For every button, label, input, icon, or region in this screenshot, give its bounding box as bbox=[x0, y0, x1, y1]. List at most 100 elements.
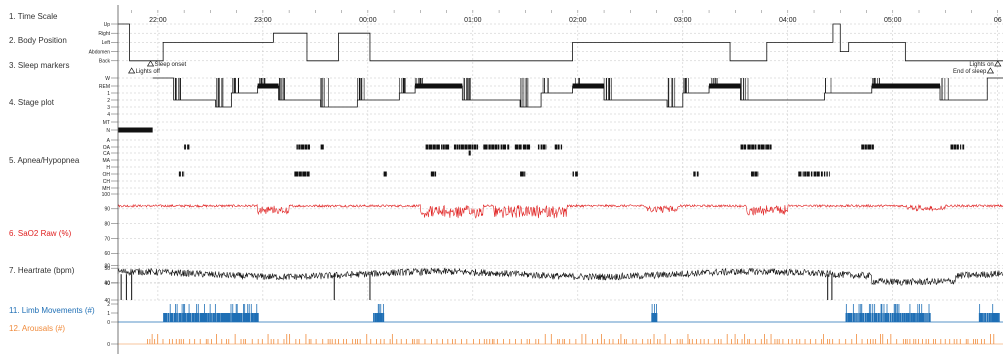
stage-level-1: 1 bbox=[107, 91, 110, 97]
event-level-ma: MA bbox=[103, 158, 111, 164]
limb-movement-mark bbox=[379, 313, 382, 322]
limb-movement-mark bbox=[224, 313, 226, 322]
stage-plot-trace bbox=[118, 77, 1003, 133]
limb-movement-mark bbox=[845, 313, 848, 322]
stage-level-n: N bbox=[106, 128, 110, 134]
limb-movement-mark bbox=[929, 313, 931, 322]
limb-movement-mark bbox=[986, 313, 989, 322]
event-oh bbox=[804, 171, 807, 177]
row-label-sleep-markers: 3. Sleep markers bbox=[9, 61, 69, 70]
limb-movement-mark bbox=[176, 313, 178, 322]
row-label-stage-plot: 4. Stage plot bbox=[9, 98, 55, 107]
event-oh bbox=[306, 171, 310, 177]
stage-level-w: W bbox=[105, 76, 110, 82]
limb-movement-mark bbox=[866, 313, 869, 322]
limb-movement-mark bbox=[915, 313, 917, 322]
event-oa bbox=[304, 144, 308, 150]
row-label-time-scale: 1. Time Scale bbox=[9, 12, 58, 21]
limb-movement-mark bbox=[847, 313, 849, 322]
event-oh bbox=[434, 171, 437, 177]
limb-movement-mark bbox=[253, 313, 255, 322]
event-oh bbox=[430, 171, 435, 177]
limb-movement-mark bbox=[988, 313, 991, 322]
sleep-marker-triangle bbox=[994, 60, 1002, 67]
limb-movement-mark bbox=[246, 313, 249, 322]
time-tick-label: 02:00 bbox=[569, 17, 587, 24]
event-oa bbox=[453, 144, 457, 150]
limb-movement-mark bbox=[376, 313, 379, 322]
time-tick-label: 23:00 bbox=[254, 17, 272, 24]
limb-movement-mark bbox=[922, 313, 924, 322]
event-oa bbox=[301, 144, 305, 150]
position-level-abdomen: Abdomen bbox=[89, 49, 111, 55]
event-oa bbox=[502, 144, 507, 150]
limb-movement-mark bbox=[377, 313, 380, 322]
event-oh bbox=[182, 171, 184, 177]
limb-movement-mark bbox=[899, 313, 902, 322]
limb-movement-mark bbox=[903, 313, 905, 322]
limb-movement-mark bbox=[852, 313, 855, 322]
limb-movement-mark bbox=[996, 313, 999, 322]
limb-movement-mark bbox=[214, 313, 217, 322]
event-oa bbox=[960, 144, 962, 150]
hr-axis-80: 80 bbox=[104, 263, 110, 269]
limb-movement-mark bbox=[173, 313, 176, 322]
limb-movement-mark bbox=[170, 313, 172, 322]
hr-axis-60: 60 bbox=[104, 281, 110, 287]
limb-movement-mark bbox=[858, 313, 860, 322]
limb-movement-mark bbox=[182, 313, 185, 322]
event-oa bbox=[867, 144, 872, 150]
time-tick-label: 00:00 bbox=[359, 17, 377, 24]
limb-movement-mark bbox=[197, 313, 200, 322]
event-level-h: H bbox=[106, 165, 110, 171]
time-scale-row: 22:00 23:00 00:00 01:00 02:00 03:00 04:00 05:00… bbox=[131, 10, 1002, 24]
event-oa bbox=[743, 144, 747, 150]
event-oa bbox=[526, 144, 531, 150]
limb-movement-mark bbox=[655, 313, 658, 322]
limb-movement-mark bbox=[236, 313, 238, 322]
sleep-marker-triangle bbox=[128, 67, 136, 74]
event-oa bbox=[518, 144, 522, 150]
event-oh bbox=[802, 171, 804, 177]
limb-movement-mark bbox=[179, 313, 182, 322]
heartrate-line bbox=[117, 267, 1004, 286]
limb-movement-mark bbox=[187, 313, 189, 322]
limb-movement-mark bbox=[207, 313, 210, 322]
limb-movement-mark bbox=[891, 313, 894, 322]
limb-movement-mark bbox=[257, 313, 259, 322]
limb-movement-mark bbox=[887, 313, 890, 322]
limb-movement-mark bbox=[877, 313, 879, 322]
limb-movement-mark bbox=[898, 313, 900, 322]
limb-movement-mark bbox=[924, 313, 926, 322]
limb-movement-mark bbox=[165, 313, 168, 322]
limb-movement-mark bbox=[871, 313, 874, 322]
limb-axis-1: 1 bbox=[107, 311, 110, 317]
limb-movement-mark bbox=[651, 313, 653, 322]
limb-movement-mark bbox=[886, 313, 888, 322]
sao2-axis-50: 50 bbox=[104, 266, 110, 272]
body-position-trace bbox=[118, 23, 1003, 62]
limb-movement-mark bbox=[856, 313, 858, 322]
time-tick-label: 05:00 bbox=[884, 17, 902, 24]
limb-movement-mark bbox=[205, 313, 208, 322]
event-oa bbox=[760, 144, 765, 150]
sao2-axis-90: 90 bbox=[104, 207, 110, 213]
limb-movement-mark bbox=[654, 313, 657, 322]
limb-movement-mark bbox=[884, 313, 887, 322]
event-oa bbox=[307, 144, 310, 150]
event-oa bbox=[460, 144, 464, 150]
limb-movement-mark bbox=[230, 313, 232, 322]
limb-movement-mark bbox=[192, 313, 195, 322]
limb-movement-mark bbox=[242, 313, 245, 322]
limb-movement-mark bbox=[378, 313, 380, 322]
event-oa bbox=[494, 144, 498, 150]
event-oa bbox=[751, 144, 755, 150]
event-oh bbox=[696, 171, 699, 177]
row-label-apnea-hypopnea: 5. Apnea/Hypopnea bbox=[9, 156, 80, 165]
event-oa bbox=[861, 144, 865, 150]
event-oa bbox=[471, 144, 474, 150]
limb-movement-mark bbox=[167, 313, 170, 322]
limb-movement-mark bbox=[251, 313, 254, 322]
event-oh bbox=[383, 171, 387, 177]
limb-movement-mark bbox=[231, 313, 234, 322]
